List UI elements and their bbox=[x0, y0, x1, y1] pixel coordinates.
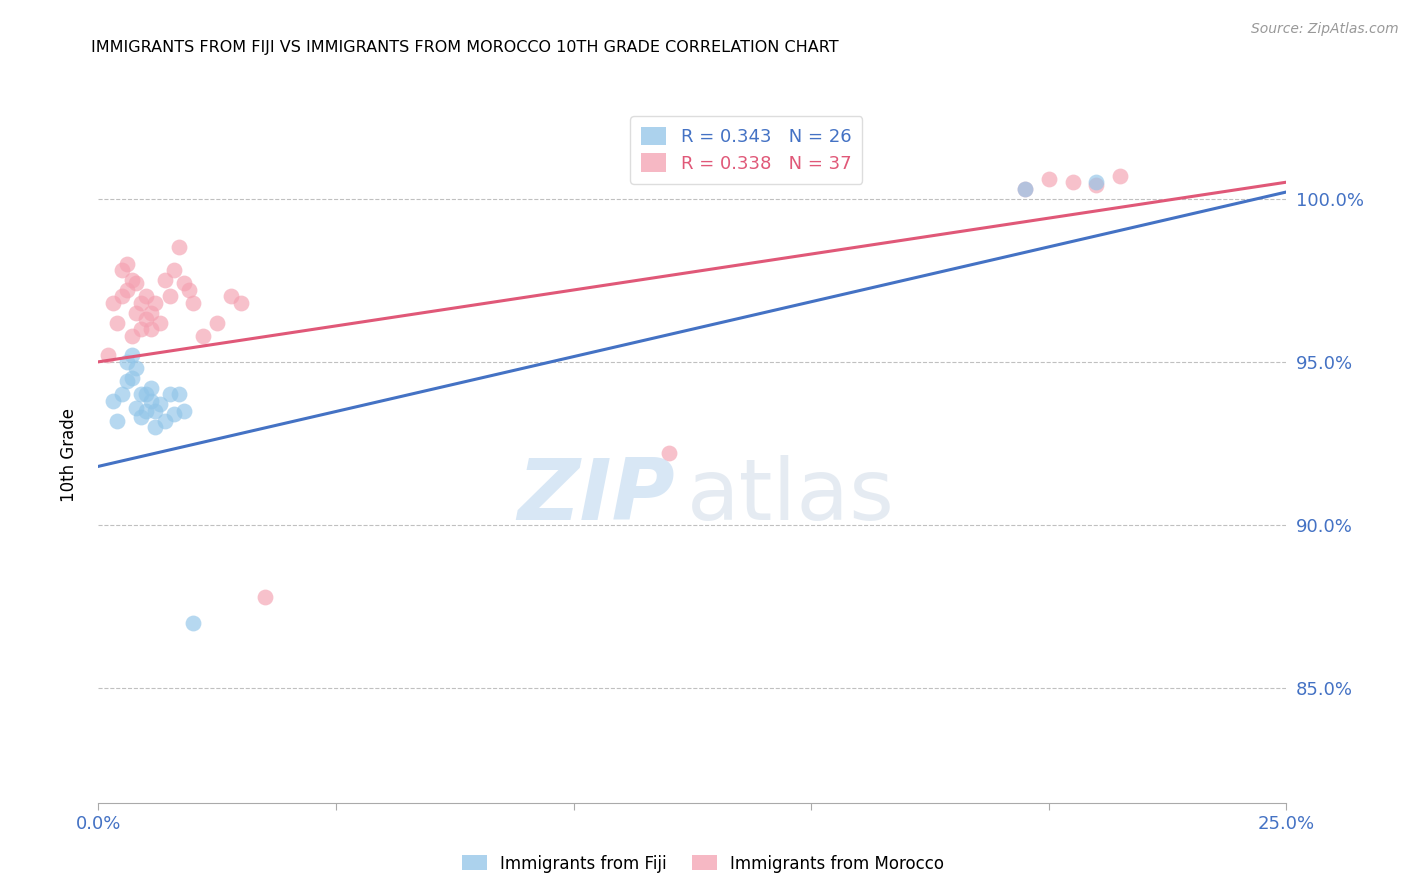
Point bbox=[139, 394, 162, 409]
Point bbox=[107, 316, 129, 330]
Point bbox=[1038, 172, 1060, 186]
Point bbox=[121, 348, 143, 362]
Point bbox=[1014, 182, 1036, 196]
Point bbox=[111, 289, 134, 303]
Point bbox=[129, 322, 152, 336]
Point bbox=[149, 316, 172, 330]
Text: Source: ZipAtlas.com: Source: ZipAtlas.com bbox=[1251, 22, 1399, 37]
Point bbox=[183, 616, 205, 631]
Point bbox=[111, 387, 134, 401]
Point bbox=[129, 410, 152, 425]
Point bbox=[167, 240, 190, 254]
Point bbox=[129, 296, 152, 310]
Point bbox=[173, 277, 195, 291]
Point bbox=[229, 296, 252, 310]
Point bbox=[115, 257, 138, 271]
Legend: R = 0.343   N = 26, R = 0.338   N = 37: R = 0.343 N = 26, R = 0.338 N = 37 bbox=[630, 116, 862, 184]
Point bbox=[191, 328, 214, 343]
Legend: Immigrants from Fiji, Immigrants from Morocco: Immigrants from Fiji, Immigrants from Mo… bbox=[456, 848, 950, 880]
Point bbox=[125, 277, 148, 291]
Text: ZIP: ZIP bbox=[517, 455, 675, 538]
Point bbox=[139, 381, 162, 395]
Point bbox=[253, 590, 276, 604]
Point bbox=[159, 387, 181, 401]
Text: IMMIGRANTS FROM FIJI VS IMMIGRANTS FROM MOROCCO 10TH GRADE CORRELATION CHART: IMMIGRANTS FROM FIJI VS IMMIGRANTS FROM … bbox=[91, 40, 839, 55]
Point bbox=[1109, 169, 1132, 183]
Point bbox=[135, 289, 157, 303]
Point bbox=[115, 375, 138, 389]
Point bbox=[159, 289, 181, 303]
Point bbox=[121, 371, 143, 385]
Point bbox=[163, 407, 186, 421]
Text: atlas: atlas bbox=[686, 455, 894, 538]
Point bbox=[115, 355, 138, 369]
Point bbox=[183, 296, 205, 310]
Point bbox=[101, 296, 124, 310]
Point bbox=[125, 361, 148, 376]
Point bbox=[121, 328, 143, 343]
Point bbox=[121, 273, 143, 287]
Point bbox=[125, 306, 148, 320]
Y-axis label: 10th Grade: 10th Grade bbox=[59, 408, 77, 502]
Point bbox=[139, 322, 162, 336]
Point bbox=[139, 306, 162, 320]
Point bbox=[135, 387, 157, 401]
Point bbox=[111, 263, 134, 277]
Point bbox=[129, 387, 152, 401]
Point bbox=[153, 414, 176, 428]
Point bbox=[107, 414, 129, 428]
Point bbox=[1085, 178, 1108, 193]
Point bbox=[135, 312, 157, 326]
Point bbox=[1014, 182, 1036, 196]
Point bbox=[1085, 175, 1108, 189]
Point bbox=[115, 283, 138, 297]
Point bbox=[658, 446, 681, 460]
Point bbox=[149, 397, 172, 411]
Point bbox=[153, 273, 176, 287]
Point bbox=[177, 283, 200, 297]
Point bbox=[145, 404, 167, 418]
Point bbox=[163, 263, 186, 277]
Point bbox=[145, 296, 167, 310]
Point bbox=[207, 316, 229, 330]
Point bbox=[135, 404, 157, 418]
Point bbox=[221, 289, 243, 303]
Point bbox=[167, 387, 190, 401]
Point bbox=[125, 401, 148, 415]
Point bbox=[101, 394, 124, 409]
Point bbox=[1062, 175, 1084, 189]
Point bbox=[97, 348, 120, 362]
Point bbox=[173, 404, 195, 418]
Point bbox=[145, 420, 167, 434]
